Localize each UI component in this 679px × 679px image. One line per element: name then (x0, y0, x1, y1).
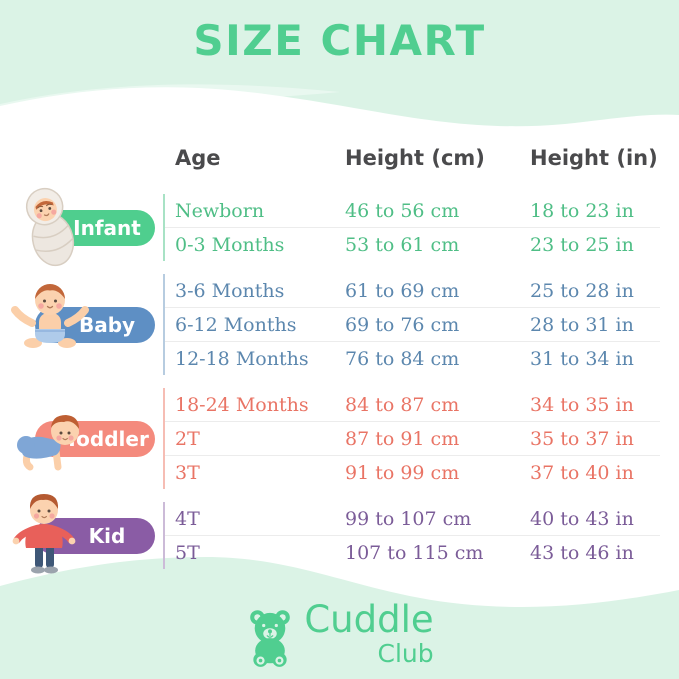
size-groups: Infant Newborn 46 to 56 cm 18 to 23 in 0-3 … (0, 187, 679, 573)
brand-name-secondary: Club (377, 638, 434, 668)
table-row: 18-24 Months 84 to 87 cm 34 to 35 in (165, 388, 660, 422)
height-cm-cell: 107 to 115 cm (345, 541, 484, 564)
table-row: 5T 107 to 115 cm 43 to 46 in (165, 536, 660, 569)
age-cell: 18-24 Months (175, 393, 309, 416)
height-in-cell: 34 to 35 in (530, 393, 634, 416)
height-in-cell: 35 to 37 in (530, 427, 634, 450)
age-cell: 6-12 Months (175, 313, 297, 336)
size-group-rows: 3-6 Months 61 to 69 cm 25 to 28 in 6-12 Mon… (163, 274, 660, 375)
size-group-rows: 18-24 Months 84 to 87 cm 34 to 35 in 2T 87 t… (163, 388, 660, 489)
sitting-baby-illustration (10, 277, 90, 373)
height-in-cell: 23 to 25 in (530, 233, 634, 256)
table-header-age: Age (175, 146, 221, 170)
swaddled-infant-illustration (10, 180, 90, 276)
table-row: 0-3 Months 53 to 61 cm 23 to 25 in (165, 228, 660, 261)
age-cell: 12-18 Months (175, 347, 309, 370)
size-group-toddler: Toddler 18-24 Months 84 to 87 cm 34 to 35 … (0, 388, 679, 489)
size-group-pill-label: Infant (73, 215, 141, 240)
height-in-cell: 25 to 28 in (530, 279, 634, 302)
table-row: Newborn 46 to 56 cm 18 to 23 in (165, 194, 660, 228)
standing-kid-illustration (10, 488, 90, 584)
age-cell: 5T (175, 541, 200, 564)
height-cm-cell: 91 to 99 cm (345, 461, 460, 484)
height-cm-cell: 99 to 107 cm (345, 507, 472, 530)
height-cm-cell: 87 to 91 cm (345, 427, 460, 450)
size-group-infant: Infant Newborn 46 to 56 cm 18 to 23 in 0-3 … (0, 187, 679, 266)
teddy-bear-icon (250, 610, 291, 667)
age-cell: 4T (175, 507, 200, 530)
height-in-cell: 40 to 43 in (530, 507, 634, 530)
size-group-label-area: Baby (0, 274, 163, 375)
size-chart-table: Age Height (cm) Height (in) Infant Newbo… (0, 146, 679, 582)
crawling-toddler-illustration (10, 391, 90, 487)
table-header-row: Age Height (cm) Height (in) (0, 146, 679, 174)
height-cm-cell: 76 to 84 cm (345, 347, 460, 370)
size-group-pill-label: Baby (78, 312, 136, 337)
height-in-cell: 28 to 31 in (530, 313, 634, 336)
height-cm-cell: 61 to 69 cm (345, 279, 460, 302)
height-cm-cell: 46 to 56 cm (345, 199, 460, 222)
age-cell: 3-6 Months (175, 279, 285, 302)
height-in-cell: 31 to 34 in (530, 347, 634, 370)
table-row: 12-18 Months 76 to 84 cm 31 to 34 in (165, 342, 660, 375)
height-cm-cell: 84 to 87 cm (345, 393, 460, 416)
size-group-kid: Kid 4T 99 to 107 cm 40 to 43 in 5T 107 to 11… (0, 493, 679, 573)
table-row: 2T 87 to 91 cm 35 to 37 in (165, 422, 660, 456)
size-group-label-area: Kid (0, 493, 163, 573)
height-cm-cell: 69 to 76 cm (345, 313, 460, 336)
table-row: 3T 91 to 99 cm 37 to 40 in (165, 456, 660, 489)
page-title: SIZE CHART (193, 16, 486, 65)
table-row: 6-12 Months 69 to 76 cm 28 to 31 in (165, 308, 660, 342)
age-cell: 2T (175, 427, 200, 450)
height-in-cell: 37 to 40 in (530, 461, 634, 484)
brand-name-primary: Cuddle (304, 598, 434, 641)
age-cell: 0-3 Months (175, 233, 285, 256)
height-cm-cell: 53 to 61 cm (345, 233, 460, 256)
size-group-pill-label: Toddler (65, 426, 149, 451)
size-group-pill-label: Kid (88, 523, 126, 548)
age-cell: 3T (175, 461, 200, 484)
brand-wordmark: Cuddle Club (304, 598, 435, 668)
table-header-height-cm: Height (cm) (345, 146, 485, 170)
table-header-height-in: Height (in) (530, 146, 658, 170)
size-group-baby: Baby 3-6 Months 61 to 69 cm 25 to 28 in 6-1… (0, 274, 679, 375)
size-group-rows: Newborn 46 to 56 cm 18 to 23 in 0-3 Months 5… (163, 194, 660, 261)
table-row: 3-6 Months 61 to 69 cm 25 to 28 in (165, 274, 660, 308)
size-group-label-area: Toddler (0, 388, 163, 489)
height-in-cell: 43 to 46 in (530, 541, 634, 564)
table-row: 4T 99 to 107 cm 40 to 43 in (165, 502, 660, 536)
brand-logo: Cuddle Club (0, 598, 679, 671)
size-group-label-area: Infant (0, 187, 163, 266)
size-group-rows: 4T 99 to 107 cm 40 to 43 in 5T 107 to 115 cm… (163, 502, 660, 569)
age-cell: Newborn (175, 199, 265, 222)
height-in-cell: 18 to 23 in (530, 199, 634, 222)
